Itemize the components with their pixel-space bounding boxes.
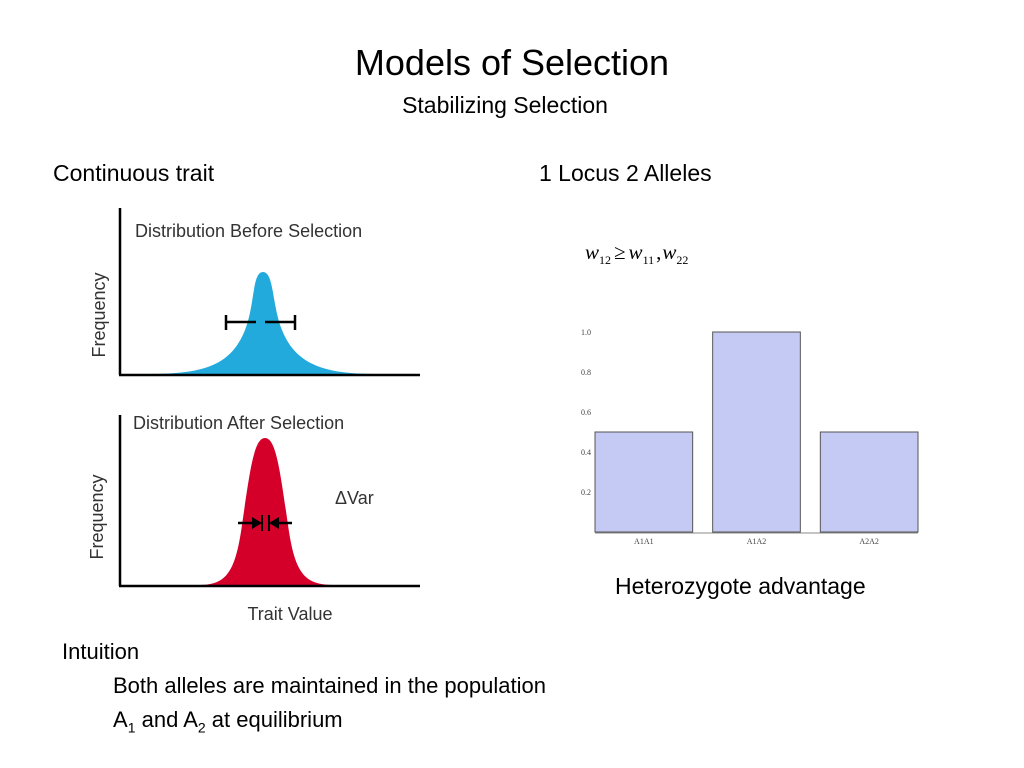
x-tick-label: A1A2 — [747, 537, 767, 546]
allele-1-subscript: 1 — [127, 719, 136, 736]
after-selection-plot: Distribution After Selection Frequency Δ… — [87, 413, 420, 624]
after-plot-xlabel: Trait Value — [247, 604, 332, 624]
y-tick-label: 0.8 — [581, 368, 591, 377]
after-distribution-curve — [198, 438, 335, 585]
intuition-line-equilibrium: A1 and A2 at equilibrium — [113, 703, 343, 744]
y-tick-label: 0.4 — [581, 448, 591, 457]
before-plot-title: Distribution Before Selection — [135, 221, 362, 241]
allele-2-subscript: 2 — [197, 719, 206, 736]
fitness-equation: w12 ≥ w11,w22 — [585, 240, 688, 268]
y-tick-label: 0.2 — [581, 488, 591, 497]
fitness-bar-chart: 0.2 0.4 0.6 0.8 1.0 A1A1 A1A2 A2A2 — [581, 328, 919, 546]
intuition-line-alleles: Both alleles are maintained in the popul… — [113, 673, 546, 698]
w12-symbol: w — [585, 240, 600, 264]
w12-subscript: 12 — [599, 253, 612, 268]
x-tick-label: A2A2 — [859, 537, 879, 546]
before-distribution-curve — [144, 272, 380, 374]
converging-arrows-icon — [238, 515, 292, 531]
after-plot-ylabel: Frequency — [87, 474, 107, 559]
allele-a-text: A — [113, 707, 128, 732]
slide-title: Models of Selection — [354, 42, 670, 83]
bar-a1a2 — [712, 331, 801, 533]
w11-subscript: 11 — [642, 253, 655, 268]
slide-subtitle: Stabilizing Selection — [402, 92, 608, 118]
w11-symbol: w — [628, 240, 643, 264]
bar-a1a1 — [594, 431, 694, 533]
at-equilibrium-text: at equilibrium — [205, 707, 343, 732]
continuous-trait-heading: Continuous trait — [53, 160, 215, 186]
heterozygote-caption: Heterozygote advantage — [615, 573, 866, 599]
after-plot-title: Distribution After Selection — [133, 413, 344, 433]
intuition-heading: Intuition — [62, 639, 140, 664]
comma-separator: , — [656, 240, 662, 264]
before-selection-plot: Distribution Before Selection Frequency — [89, 208, 420, 377]
geq-operator: ≥ — [614, 240, 626, 264]
locus-alleles-heading: 1 Locus 2 Alleles — [539, 160, 712, 186]
variance-bar-icon — [224, 315, 297, 330]
bar-a2a2 — [819, 431, 919, 533]
w22-symbol: w — [662, 240, 677, 264]
y-tick-label: 0.6 — [581, 408, 591, 417]
and-a-text: and A — [135, 707, 198, 732]
w22-subscript: 22 — [676, 253, 689, 268]
y-tick-label: 1.0 — [581, 328, 591, 337]
delta-var-label: ΔVar — [335, 488, 374, 508]
before-plot-ylabel: Frequency — [89, 272, 109, 357]
x-tick-label: A1A1 — [634, 537, 654, 546]
